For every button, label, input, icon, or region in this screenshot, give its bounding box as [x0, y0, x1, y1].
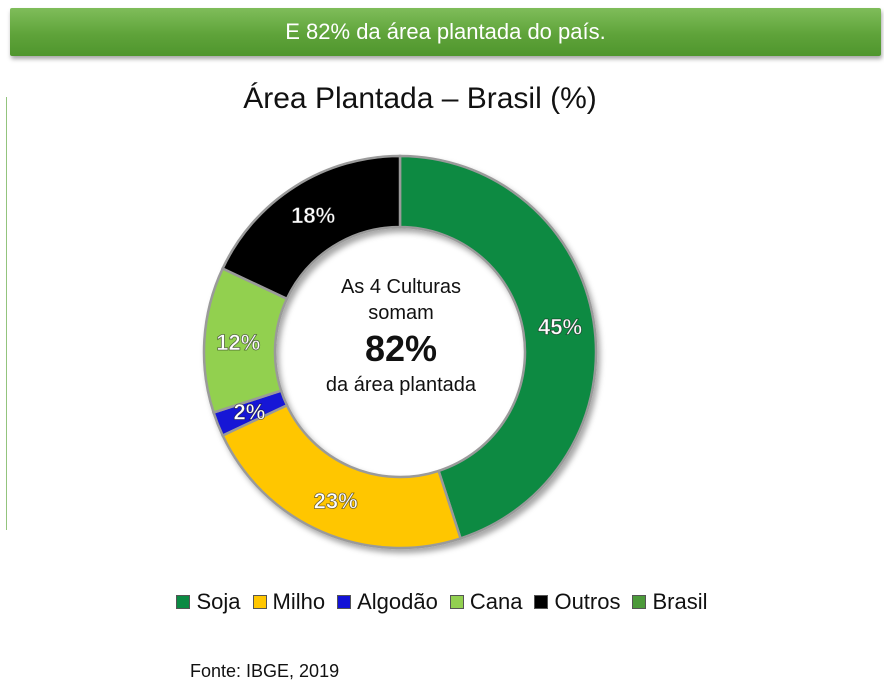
legend-label: Soja — [196, 589, 241, 614]
legend-swatch — [176, 595, 191, 609]
donut-slice-milho — [220, 403, 463, 550]
data-label-algodão: 2% — [233, 400, 265, 425]
divider-line — [6, 97, 7, 530]
center-highlight: 82% — [364, 328, 438, 369]
legend-label: Outros — [554, 589, 621, 614]
data-label-soja: 45% — [538, 315, 582, 340]
data-label-outros: 18% — [291, 203, 335, 228]
chart-title: Área Plantada – Brasil (%) — [243, 82, 597, 115]
data-label-milho: 23% — [314, 489, 358, 514]
legend-item-brasil: Brasil — [632, 589, 708, 615]
center-line-2: somam — [368, 302, 434, 324]
donut-slice-outros — [220, 154, 402, 301]
legend-item-cana: Cana — [449, 589, 523, 615]
legend-swatch — [337, 595, 352, 609]
data-label-cana: 12% — [216, 330, 260, 355]
legend-label: Milho — [272, 589, 326, 614]
legend-swatch — [252, 595, 267, 609]
center-annotation: As 4 Culturas somam 82% da área plantada — [296, 274, 506, 398]
chart-legend: Soja Milho Algodão Cana Outros Brasil — [0, 589, 884, 615]
legend-swatch — [632, 595, 647, 609]
center-line-1: As 4 Culturas — [340, 276, 462, 298]
header-banner: E 82% da área plantada do país. — [10, 8, 881, 56]
legend-item-milho: Milho — [252, 589, 326, 615]
legend-item-algodão: Algodão — [337, 589, 438, 615]
source-note: Fonte: IBGE, 2019 — [190, 661, 340, 681]
legend-swatch — [534, 595, 549, 609]
legend-item-outros: Outros — [534, 589, 620, 615]
legend-label: Brasil — [652, 589, 708, 614]
legend-label: Algodão — [357, 589, 438, 614]
legend-label: Cana — [469, 589, 523, 614]
donut-slice-soja — [398, 154, 598, 540]
legend-swatch — [449, 595, 464, 609]
center-line-3: da área plantada — [325, 374, 477, 396]
legend-item-soja: Soja — [176, 589, 241, 615]
